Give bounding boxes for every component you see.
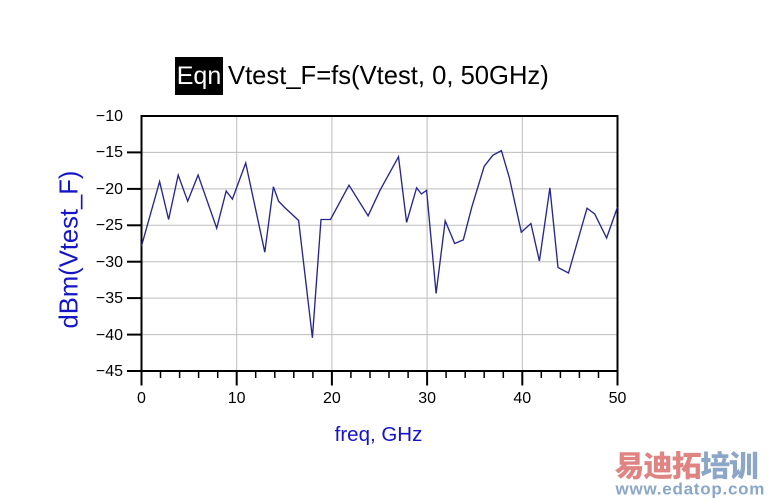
svg-text:www.edatop.com: www.edatop.com [615, 480, 766, 499]
